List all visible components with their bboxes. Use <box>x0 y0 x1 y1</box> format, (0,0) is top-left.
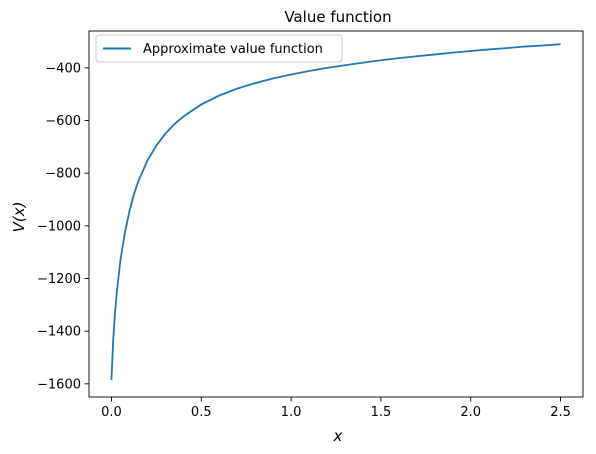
y-axis-label: V(x) <box>10 202 28 233</box>
chart-title: Value function <box>284 8 391 26</box>
x-tick-label: 2.5 <box>550 405 571 420</box>
legend: Approximate value function <box>95 34 343 63</box>
y-tick-label: −1600 <box>37 377 81 392</box>
y-tick-label: −1000 <box>37 219 81 234</box>
x-tick-label: 1.0 <box>281 405 302 420</box>
y-tick-label: −400 <box>45 61 81 76</box>
x-tick-label: 1.5 <box>371 405 392 420</box>
y-tick-label: −800 <box>45 167 81 182</box>
legend-entry-label: Approximate value function <box>143 42 323 57</box>
series-line-0 <box>110 43 561 380</box>
y-tick-label: −1200 <box>37 272 81 287</box>
axes-frame <box>88 30 584 398</box>
x-tick-label: 0.5 <box>191 405 212 420</box>
plot-area: 0.0 0.5 1.0 1.5 2.0 2.5 −1600 −1400 −1200 −1000 −8… <box>37 30 584 420</box>
x-axis-label: x <box>333 427 343 445</box>
x-tick-label: 0.0 <box>101 405 122 420</box>
y-tick-label: −600 <box>45 114 81 129</box>
legend-frame <box>95 34 343 63</box>
y-tick-label: −1400 <box>37 325 81 340</box>
x-tick-label: 2.0 <box>460 405 481 420</box>
